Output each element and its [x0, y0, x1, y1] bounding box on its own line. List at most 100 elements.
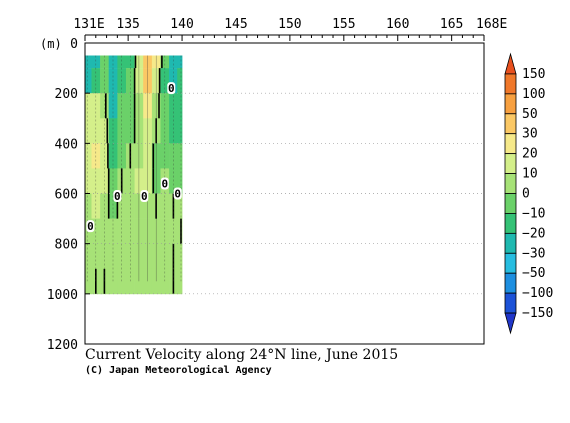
field-cell [160, 118, 170, 144]
colorbar-swatch [504, 292, 517, 314]
field-cell [160, 193, 170, 219]
contour-label-bg [113, 190, 122, 203]
colorbar-label: −150 [522, 306, 553, 321]
field-cell [177, 143, 183, 169]
field-cell [177, 193, 183, 219]
contour-label-bg [167, 82, 176, 95]
contour-label: 0 [113, 190, 122, 203]
y-tick-label: 1200 [47, 338, 78, 353]
field-cell [177, 243, 183, 270]
y-axis: 0 200 400 600 800 1000 1200 [47, 37, 90, 353]
field-cell [100, 218, 109, 244]
field-cell [91, 193, 101, 219]
field-cell [177, 218, 183, 244]
field-cell [117, 193, 127, 219]
contour-label-text: 0 [141, 190, 148, 203]
colorbar-label: 100 [522, 87, 545, 102]
x-tick-label: 140 [170, 17, 193, 32]
field-cell [126, 93, 135, 119]
contour-label-bg [86, 220, 95, 233]
field-cell [160, 218, 170, 244]
field-cell [108, 268, 118, 295]
contour-label: 0 [86, 220, 95, 233]
colorbar-label: −20 [522, 226, 545, 241]
colorbar-swatch [504, 52, 517, 75]
colorbar-swatch [504, 73, 517, 95]
grid-lines [85, 92, 484, 295]
field-cell [85, 93, 92, 119]
x-tick-label: 145 [224, 17, 247, 32]
field-cell [117, 218, 127, 244]
colorbar-label: −100 [522, 286, 553, 301]
contour-label-bg [140, 190, 149, 203]
field-cell [177, 93, 183, 119]
field-cell [126, 118, 135, 144]
field-cell [91, 218, 101, 244]
field-cell [134, 268, 144, 295]
field-cell [169, 218, 178, 244]
field-cell [85, 55, 92, 69]
colorbar-swatch [504, 213, 517, 234]
x-axis: 131E 135 140 145 150 155 160 165 168E [73, 17, 507, 41]
colorbar-label: −50 [522, 266, 545, 281]
colorbar-swatch [504, 232, 517, 254]
field-cell [91, 55, 101, 69]
contour-label: 0 [140, 190, 149, 203]
colorbar-label: 20 [522, 147, 538, 162]
field-cell [91, 93, 101, 119]
field-cell [85, 168, 92, 194]
field-cell [108, 193, 118, 219]
field-cell [169, 93, 178, 119]
field-cell [169, 118, 178, 144]
field-cell [117, 268, 127, 295]
field-cell [177, 168, 183, 194]
colorbar-swatch [504, 272, 517, 294]
field-cell [126, 218, 135, 244]
field-cell [160, 268, 170, 295]
field-cell [126, 193, 135, 219]
colorbar-swatch [504, 312, 517, 335]
contour-label-bg [173, 187, 182, 200]
field-cell [85, 68, 92, 94]
field-cell [126, 268, 135, 295]
colorbar-label: 10 [522, 167, 538, 182]
field-cell [85, 118, 92, 144]
field-cell [160, 55, 170, 69]
contour-label: 0 [173, 187, 182, 201]
colorbar-label: 50 [522, 107, 538, 122]
colorbar-swatch [504, 193, 517, 214]
colorbar-swatch [504, 113, 517, 135]
y-tick-label: 200 [55, 87, 78, 102]
colorbar-swatch [504, 93, 517, 115]
field-cell [100, 118, 109, 144]
colorbar-swatch [504, 252, 517, 274]
field-cell [126, 55, 135, 69]
x-tick-label: 150 [278, 17, 301, 32]
x-tick-label: 168E [476, 17, 507, 32]
contour-label-text: 0 [114, 190, 121, 203]
field-cell [177, 268, 183, 295]
contour-label-bg [160, 177, 169, 190]
x-tick-label: 155 [332, 17, 355, 32]
field-cell [117, 118, 127, 144]
field-cell [108, 118, 118, 144]
colorbar-label: 150 [522, 67, 545, 82]
field-cell [117, 93, 127, 119]
field-cell [85, 243, 92, 270]
y-axis-unit-label: (m) [40, 37, 62, 51]
field-cell [151, 268, 161, 295]
field-cell [177, 118, 183, 144]
credit-text: (C) Japan Meteorological Agency [85, 364, 272, 376]
colorbar-swatch [504, 133, 517, 155]
y-tick-label: 600 [55, 188, 78, 203]
field-cell [100, 93, 109, 119]
field-cell [108, 218, 118, 244]
colorbar-label: 0 [522, 187, 530, 202]
y-tick-label: 0 [70, 37, 78, 52]
field-cell [85, 143, 92, 169]
contour-label-text: 0 [161, 177, 168, 190]
colorbar-label: −30 [522, 246, 545, 261]
field-cell [108, 93, 118, 119]
